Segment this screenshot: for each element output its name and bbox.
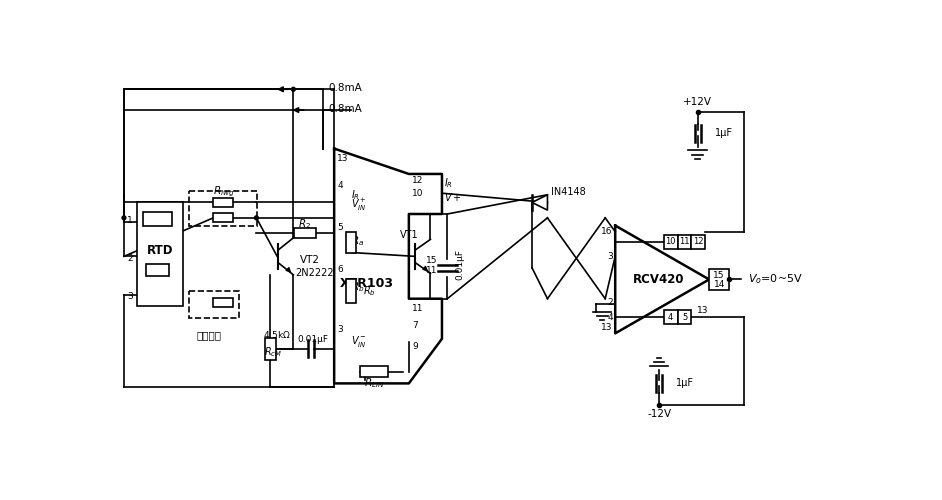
Text: $I_R$: $I_R$ <box>351 188 360 202</box>
Text: IN4148: IN4148 <box>551 188 586 198</box>
Text: 引线电阻: 引线电阻 <box>197 330 222 340</box>
Circle shape <box>291 88 295 91</box>
Bar <box>664 235 677 248</box>
Text: 13: 13 <box>337 154 349 163</box>
Text: $R_b$: $R_b$ <box>364 284 376 298</box>
Text: 1: 1 <box>127 216 133 224</box>
Text: 2: 2 <box>127 254 133 263</box>
Bar <box>677 310 691 324</box>
Text: $R_{lwg}$: $R_{lwg}$ <box>213 184 234 199</box>
Polygon shape <box>532 194 547 210</box>
Bar <box>213 198 234 207</box>
Bar <box>213 298 234 307</box>
Text: 12: 12 <box>693 237 704 246</box>
Text: XTR103: XTR103 <box>339 277 394 290</box>
Text: $R_b$: $R_b$ <box>351 280 365 294</box>
Text: 13: 13 <box>601 322 613 332</box>
Bar <box>361 366 388 377</box>
Text: $V+$: $V+$ <box>444 191 461 203</box>
Bar <box>691 235 706 248</box>
Text: $V^+_{IN}$: $V^+_{IN}$ <box>351 196 366 213</box>
Bar <box>664 310 677 324</box>
Bar <box>346 232 356 252</box>
Text: 3: 3 <box>337 325 343 334</box>
Bar <box>265 338 276 359</box>
Text: 4.5k$\Omega$: 4.5k$\Omega$ <box>263 330 290 340</box>
Text: 5: 5 <box>682 312 687 322</box>
Text: +12V: +12V <box>683 98 712 108</box>
Text: 5: 5 <box>337 224 343 232</box>
Text: 14: 14 <box>713 280 724 288</box>
Bar <box>709 268 729 290</box>
Text: 9: 9 <box>412 342 417 351</box>
Bar <box>189 191 257 226</box>
Text: $I_R$: $I_R$ <box>444 176 452 190</box>
Text: 11: 11 <box>412 304 424 313</box>
Bar <box>294 228 316 238</box>
Text: 15: 15 <box>713 271 725 280</box>
Text: 13: 13 <box>697 306 708 315</box>
Text: 7: 7 <box>412 321 417 330</box>
Text: 0.8mA: 0.8mA <box>328 104 362 114</box>
Text: 0.8mA: 0.8mA <box>328 82 362 92</box>
Text: 4: 4 <box>337 181 343 190</box>
Text: 4: 4 <box>668 312 674 322</box>
Text: 3: 3 <box>608 252 613 261</box>
Bar <box>189 291 239 318</box>
Text: 11: 11 <box>679 237 690 246</box>
Text: VT2: VT2 <box>300 255 319 265</box>
Text: $R_a$: $R_a$ <box>351 234 365 248</box>
Text: 15: 15 <box>426 256 437 264</box>
Text: 0.01µF: 0.01µF <box>297 335 328 344</box>
Text: 12: 12 <box>412 176 423 186</box>
Text: RCV420: RCV420 <box>633 273 685 286</box>
Bar <box>143 212 172 226</box>
Text: 6: 6 <box>337 265 343 274</box>
Text: $R_2$: $R_2$ <box>299 217 312 231</box>
Circle shape <box>254 216 258 220</box>
Text: $V^-_{IN}$: $V^-_{IN}$ <box>351 334 366 348</box>
Text: $R_{LIN}$: $R_{LIN}$ <box>364 376 384 390</box>
Text: VT1: VT1 <box>399 230 418 240</box>
Bar <box>213 213 234 222</box>
Text: 2N2222: 2N2222 <box>295 268 333 278</box>
Text: 1µF: 1µF <box>676 378 694 388</box>
Bar <box>677 235 691 248</box>
Text: 10: 10 <box>665 237 676 246</box>
Text: 0.01µF: 0.01µF <box>455 248 464 280</box>
Text: $V_o$=0~5V: $V_o$=0~5V <box>748 272 803 286</box>
Bar <box>346 278 356 303</box>
Text: 3: 3 <box>127 292 133 301</box>
Text: 1µF: 1µF <box>715 128 733 138</box>
Circle shape <box>122 216 126 220</box>
Text: 4: 4 <box>608 314 613 322</box>
Text: -12V: -12V <box>647 409 671 419</box>
Bar <box>145 264 169 276</box>
Bar <box>137 202 184 306</box>
Text: 11: 11 <box>426 266 437 274</box>
Text: $R_{cM}$: $R_{cM}$ <box>264 345 283 358</box>
Text: 10: 10 <box>412 190 424 198</box>
Text: RTD: RTD <box>147 244 173 258</box>
Text: 16: 16 <box>601 227 613 236</box>
Text: 2: 2 <box>608 298 613 307</box>
